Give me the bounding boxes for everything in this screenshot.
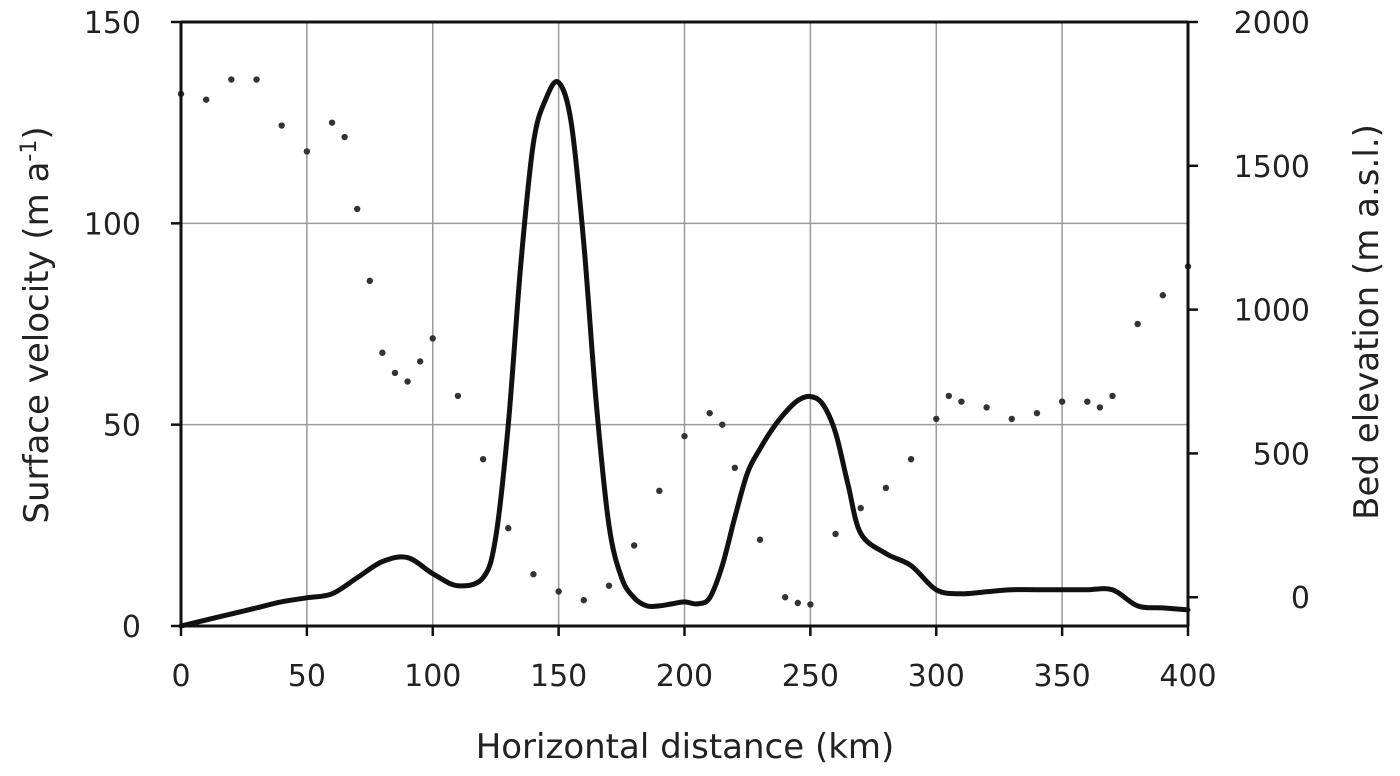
y-right-tick-label: 2000: [1234, 6, 1310, 41]
x-tick-label: 150: [530, 659, 587, 694]
bed-elevation-point: [907, 455, 915, 463]
bed-elevation-point: [719, 421, 726, 428]
x-tick-label: 0: [171, 659, 190, 694]
bed-elevation-point: [1109, 392, 1116, 400]
bed-elevation-point: [354, 205, 361, 213]
bed-elevation-point: [366, 277, 374, 285]
x-tick-label: 400: [1159, 659, 1216, 694]
y-right-tick-label: 500: [1253, 437, 1310, 472]
y-left-tick-label: 100: [84, 207, 141, 242]
bed-elevation-point: [945, 392, 953, 400]
bed-elevation-point: [228, 76, 235, 83]
grid-lines: [181, 22, 1188, 626]
bed-elevation-point: [857, 504, 864, 512]
bed-elevation-point: [681, 432, 688, 440]
bed-elevation-point: [1084, 398, 1091, 405]
bed-elevation-point: [303, 148, 311, 155]
bed-elevation-point: [391, 369, 399, 377]
x-tick-label: 50: [288, 659, 326, 694]
y-right-tick-label: 1500: [1234, 150, 1310, 185]
bed-elevation-point: [580, 596, 587, 604]
bed-elevation-point: [278, 122, 285, 129]
bed-elevation-point: [454, 392, 462, 400]
y-right-tick-label: 0: [1291, 581, 1310, 616]
bed-elevation-point: [782, 594, 789, 601]
bed-elevation-point: [933, 415, 940, 423]
x-axis-title: Horizontal distance (km): [476, 727, 895, 767]
bed-elevation-point: [479, 455, 487, 463]
y-left-axis-title-main: Surface velocity (m a: [17, 162, 57, 524]
bed-elevation-point: [706, 409, 713, 417]
bed-elevation-point: [530, 571, 537, 578]
y-right-tick-label: 1000: [1234, 294, 1310, 329]
x-tick-label: 100: [404, 659, 461, 694]
bed-elevation-point: [756, 536, 764, 543]
bed-elevation-point: [253, 76, 260, 83]
bed-elevation-point: [379, 349, 386, 356]
bed-elevation-point: [807, 601, 814, 608]
y-left-axis-title: Surface velocity (m a-1): [17, 126, 57, 523]
bed-elevation-point: [1159, 292, 1167, 299]
bed-elevation-point: [328, 119, 336, 126]
bed-elevation-point: [1033, 409, 1041, 417]
y-left-tick-label: 150: [84, 6, 141, 41]
bed-elevation-point: [429, 335, 436, 342]
bed-elevation-point: [656, 487, 663, 495]
bed-elevation-point: [794, 599, 801, 607]
surface-velocity-line: [178, 79, 1191, 629]
bed-elevation-point: [404, 378, 411, 385]
bed-elevation-point: [555, 588, 562, 595]
y-left-axis-title-end: ): [17, 126, 57, 139]
bed-elevation-point: [202, 96, 210, 103]
bed-elevation-point: [731, 464, 739, 472]
tick-labels: 0 50 100 150 200 250 300 350 4000501001500500100…: [84, 6, 1310, 694]
bed-elevation-point: [416, 358, 424, 365]
x-tick-label: 250: [782, 659, 839, 694]
bed-elevation-point: [983, 404, 990, 411]
x-tick-label: 200: [656, 659, 713, 694]
bed-elevation-point: [341, 133, 348, 141]
bed-elevation-point: [1134, 320, 1141, 328]
bed-elevation-point: [605, 582, 613, 589]
y-left-tick-label: 0: [122, 610, 141, 645]
data-series: [177, 76, 1192, 629]
x-tick-label: 350: [1033, 659, 1090, 694]
bed-elevation-point: [832, 530, 839, 538]
bed-elevation-point: [630, 542, 638, 549]
y-left-axis-title-superscript: -1: [17, 140, 42, 162]
bed-elevation-point: [958, 398, 965, 405]
y-right-axis-title: Bed elevation (m a.s.l.): [1347, 124, 1387, 520]
bed-elevation-point: [882, 484, 890, 492]
bed-elevation-point: [505, 525, 512, 532]
bed-elevation-point: [1008, 415, 1015, 423]
x-tick-label: 300: [908, 659, 965, 694]
bed-elevation-point: [1058, 398, 1066, 405]
y-left-tick-label: 50: [103, 409, 141, 444]
bed-elevation-point: [1096, 404, 1104, 411]
